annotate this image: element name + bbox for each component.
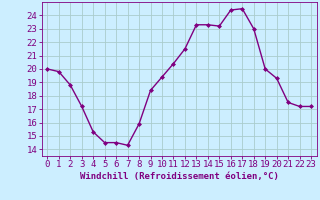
X-axis label: Windchill (Refroidissement éolien,°C): Windchill (Refroidissement éolien,°C)	[80, 172, 279, 181]
